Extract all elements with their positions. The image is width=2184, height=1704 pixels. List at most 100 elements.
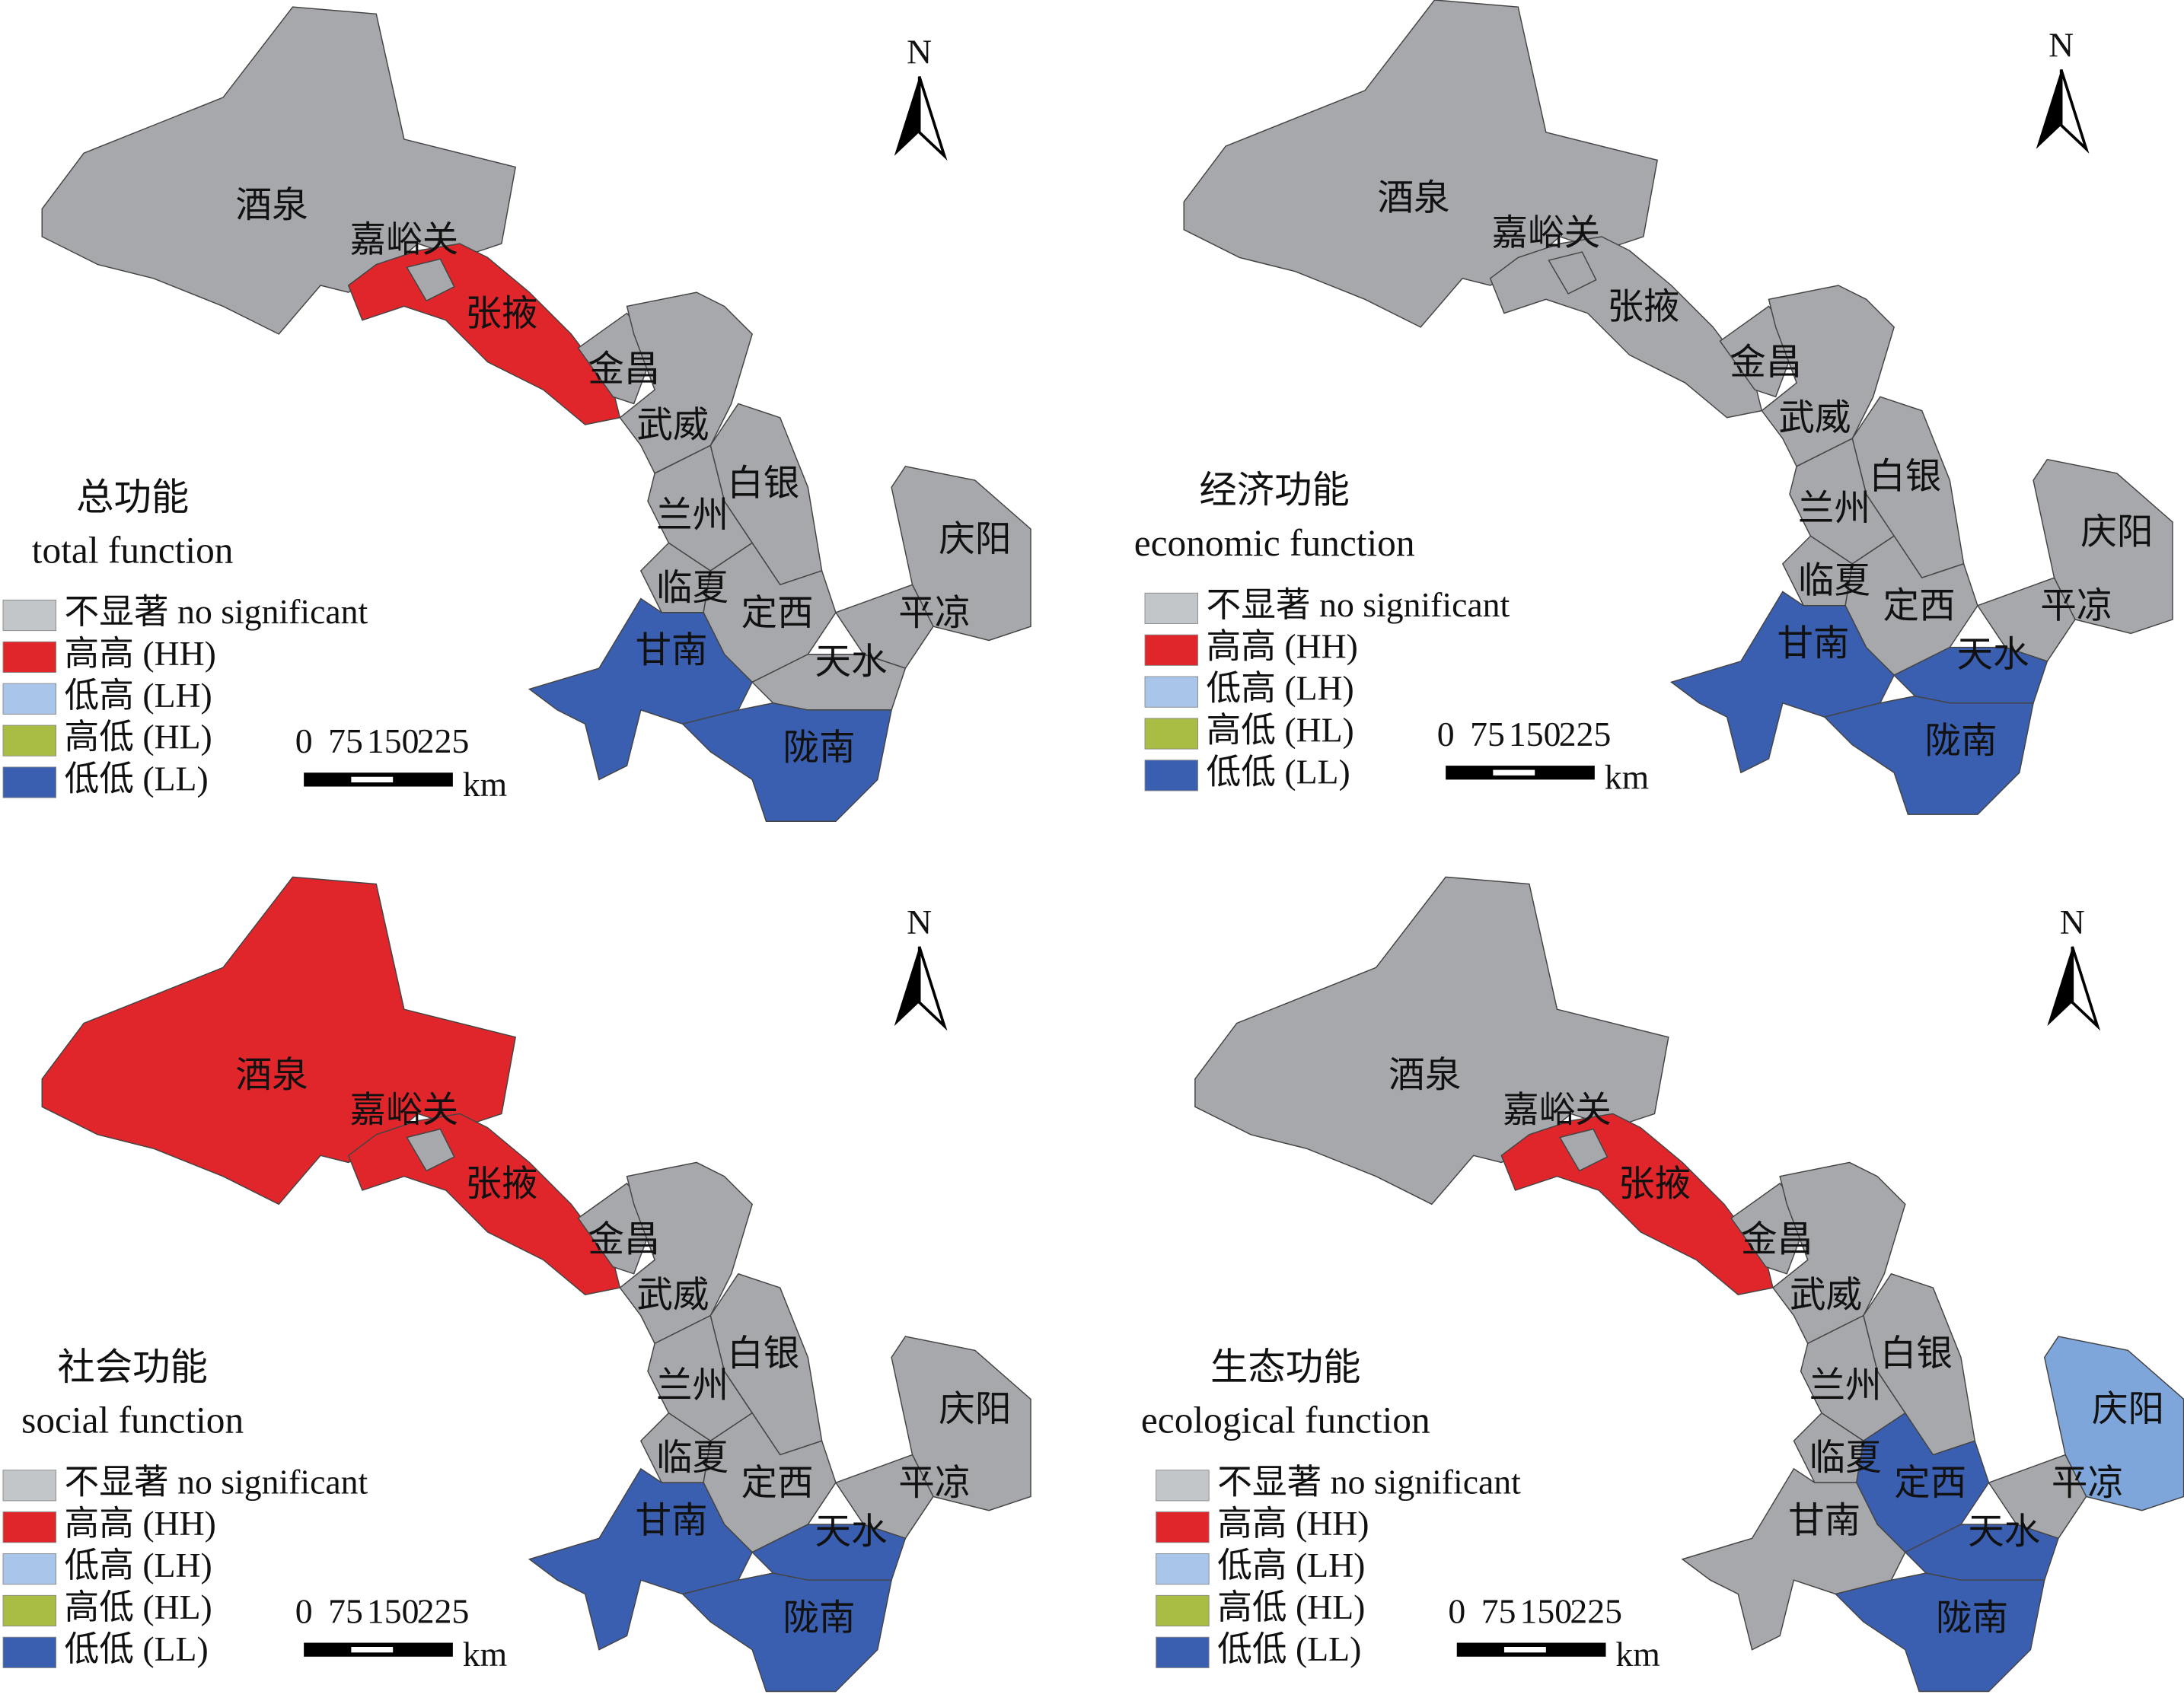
region	[406, 1128, 455, 1172]
region-label: 定西	[741, 594, 814, 633]
north-arrow	[917, 76, 948, 161]
region-label: 酒泉	[1389, 1056, 1461, 1096]
region-label: 临夏	[656, 1439, 729, 1479]
scale-label: 75	[328, 721, 363, 760]
panel-subtitle: economic function	[1134, 522, 1415, 564]
legend-swatch	[2, 683, 56, 715]
region	[834, 1454, 934, 1540]
region-label: 武威	[636, 406, 709, 445]
region-label: 天水	[815, 642, 887, 682]
scale-label: 150	[367, 721, 419, 760]
scale-bar-gap	[1503, 1647, 1546, 1653]
region-label: 甘南	[636, 632, 708, 671]
legend-label: 低高 (LH)	[1206, 669, 1353, 708]
north-arrow	[894, 946, 920, 1027]
region	[1976, 577, 2076, 662]
legend-label: 不显著 no significant	[1206, 585, 1510, 624]
region	[1761, 285, 1895, 467]
panel-title: 社会功能	[57, 1346, 208, 1388]
region-label: 临夏	[1809, 1439, 1882, 1479]
region	[1559, 1128, 1609, 1172]
region-label: 兰州	[1798, 489, 1870, 529]
north-label: N	[2060, 903, 2085, 941]
region	[1771, 1161, 1906, 1345]
region	[1500, 1113, 1774, 1295]
legend-label: 高低 (HL)	[1206, 711, 1353, 750]
legend-swatch	[1156, 1470, 1210, 1502]
region-label: 张掖	[465, 1164, 537, 1204]
legend-label: 不显著 no significant	[65, 1462, 368, 1501]
region-label: 陇南	[783, 1599, 855, 1639]
region-label: 天水	[815, 1513, 887, 1553]
region	[681, 702, 892, 822]
panel-subtitle: total function	[32, 529, 234, 571]
panel-subtitle: ecological function	[1141, 1400, 1430, 1441]
north-arrow	[2059, 68, 2090, 154]
legend-label: 高高 (HH)	[65, 1504, 216, 1543]
region	[1548, 251, 1597, 295]
scale-bar-gap	[1493, 769, 1535, 776]
panel-title: 生态功能	[1210, 1346, 1361, 1388]
scale-label: 0	[1437, 715, 1455, 753]
region-label: 武威	[636, 1276, 709, 1316]
region-label: 兰州	[656, 496, 729, 536]
region-label: 平凉	[2052, 1464, 2124, 1504]
scale-bar-gap	[351, 776, 394, 783]
panel-subtitle: social function	[21, 1400, 244, 1441]
legend-label: 低高 (LH)	[65, 676, 212, 715]
legend-swatch	[1144, 676, 1198, 708]
legend-swatch	[2, 599, 56, 632]
legend-swatch	[1144, 592, 1198, 624]
legend-label: 高高 (HH)	[1206, 627, 1357, 666]
legend-label: 低低 (LL)	[1217, 1629, 1361, 1668]
legend-swatch	[1144, 760, 1198, 791]
panel-title: 总功能	[76, 476, 189, 518]
region-label: 定西	[741, 1464, 814, 1504]
legend-label: 低低 (LL)	[1206, 752, 1350, 791]
north-arrow	[2071, 946, 2101, 1031]
region	[1489, 236, 1763, 419]
legend-swatch	[2, 725, 56, 756]
region-label: 白银	[1880, 1334, 1953, 1374]
legend-label: 不显著 no significant	[1217, 1462, 1521, 1501]
north-label: N	[2048, 26, 2074, 65]
region-label: 白银	[727, 1334, 799, 1374]
region-label: 嘉峪关	[350, 221, 459, 260]
region-label: 嘉峪关	[1503, 1091, 1612, 1130]
scale-label: 75	[328, 1591, 363, 1630]
region-label: 天水	[1956, 635, 2029, 675]
region	[1988, 1454, 2087, 1540]
region-label: 庆阳	[2092, 1390, 2164, 1430]
scale-label: 150	[367, 1591, 419, 1630]
legend-swatch	[2, 1636, 56, 1668]
legend-label: 高低 (HL)	[65, 718, 212, 756]
scale-label: 0	[1448, 1591, 1465, 1630]
region-label: 平凉	[898, 1464, 971, 1504]
region-label: 白银	[1869, 457, 1941, 497]
scale-unit: km	[463, 765, 507, 804]
region	[347, 243, 621, 425]
region-label: 酒泉	[236, 186, 308, 225]
region-label: 定西	[1894, 1464, 1966, 1504]
region-label: 兰州	[656, 1367, 729, 1406]
region-label: 庆阳	[939, 520, 1011, 559]
scale-unit: km	[1615, 1635, 1660, 1674]
region-label: 平凉	[898, 594, 971, 633]
region-label: 临夏	[1798, 562, 1870, 601]
region-label: 酒泉	[1378, 179, 1450, 218]
scale-unit: km	[1605, 758, 1649, 797]
region-label: 武威	[1778, 399, 1851, 438]
legend-label: 不显著 no significant	[65, 592, 368, 631]
scale-label: 225	[1570, 1591, 1622, 1630]
region-label: 张掖	[1618, 1164, 1691, 1204]
legend-label: 低高 (LH)	[65, 1546, 212, 1585]
legend-swatch	[1156, 1511, 1210, 1543]
legend-label: 低低 (LL)	[65, 1629, 209, 1668]
north-label: N	[907, 33, 932, 72]
scale-label: 225	[417, 1591, 470, 1630]
region-label: 武威	[1790, 1276, 1862, 1316]
region-label: 金昌	[1741, 1220, 1813, 1260]
